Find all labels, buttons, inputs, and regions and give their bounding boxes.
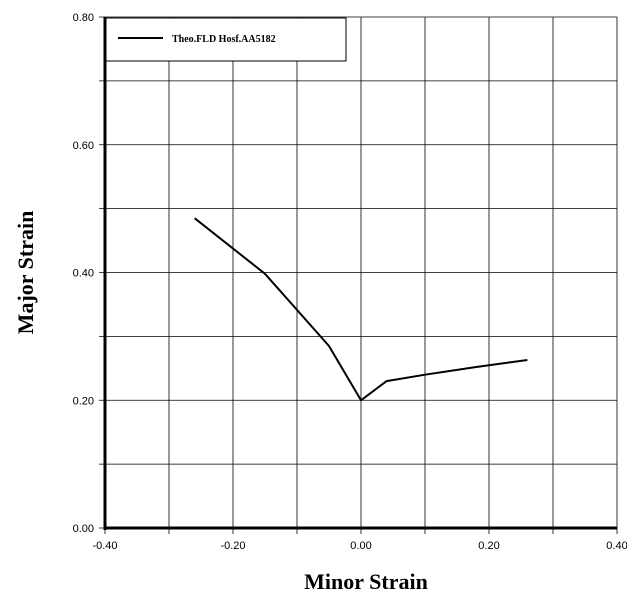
x-tick-label: -0.20 xyxy=(220,540,245,552)
series-line xyxy=(193,217,528,402)
tick-labels: -0.40 -0.20 0.00 0.20 0.40 0.00 0.20 0.40 0.60 0.… xyxy=(73,12,627,552)
legend-box xyxy=(105,17,347,62)
y-tick-label: 0.00 xyxy=(73,523,94,535)
x-tick-label: 0.20 xyxy=(478,540,499,552)
y-tick-label: 0.80 xyxy=(73,12,94,24)
y-tick-label: 0.20 xyxy=(73,395,94,407)
y-tick-label: 0.60 xyxy=(73,140,94,152)
x-tick-label: 0.40 xyxy=(606,540,627,552)
grid-lines xyxy=(99,16,618,534)
series-layer xyxy=(193,217,528,402)
legend: Theo.FLD Hosf.AA5182 xyxy=(105,17,347,62)
y-tick-label: 0.40 xyxy=(73,268,94,280)
legend-label: Theo.FLD Hosf.AA5182 xyxy=(172,34,276,45)
axes xyxy=(103,17,617,530)
y-axis-title: Major Strain xyxy=(13,211,38,335)
x-axis-title: Minor Strain xyxy=(304,569,428,594)
x-tick-label: -0.40 xyxy=(92,540,117,552)
x-tick-label: 0.00 xyxy=(350,540,371,552)
